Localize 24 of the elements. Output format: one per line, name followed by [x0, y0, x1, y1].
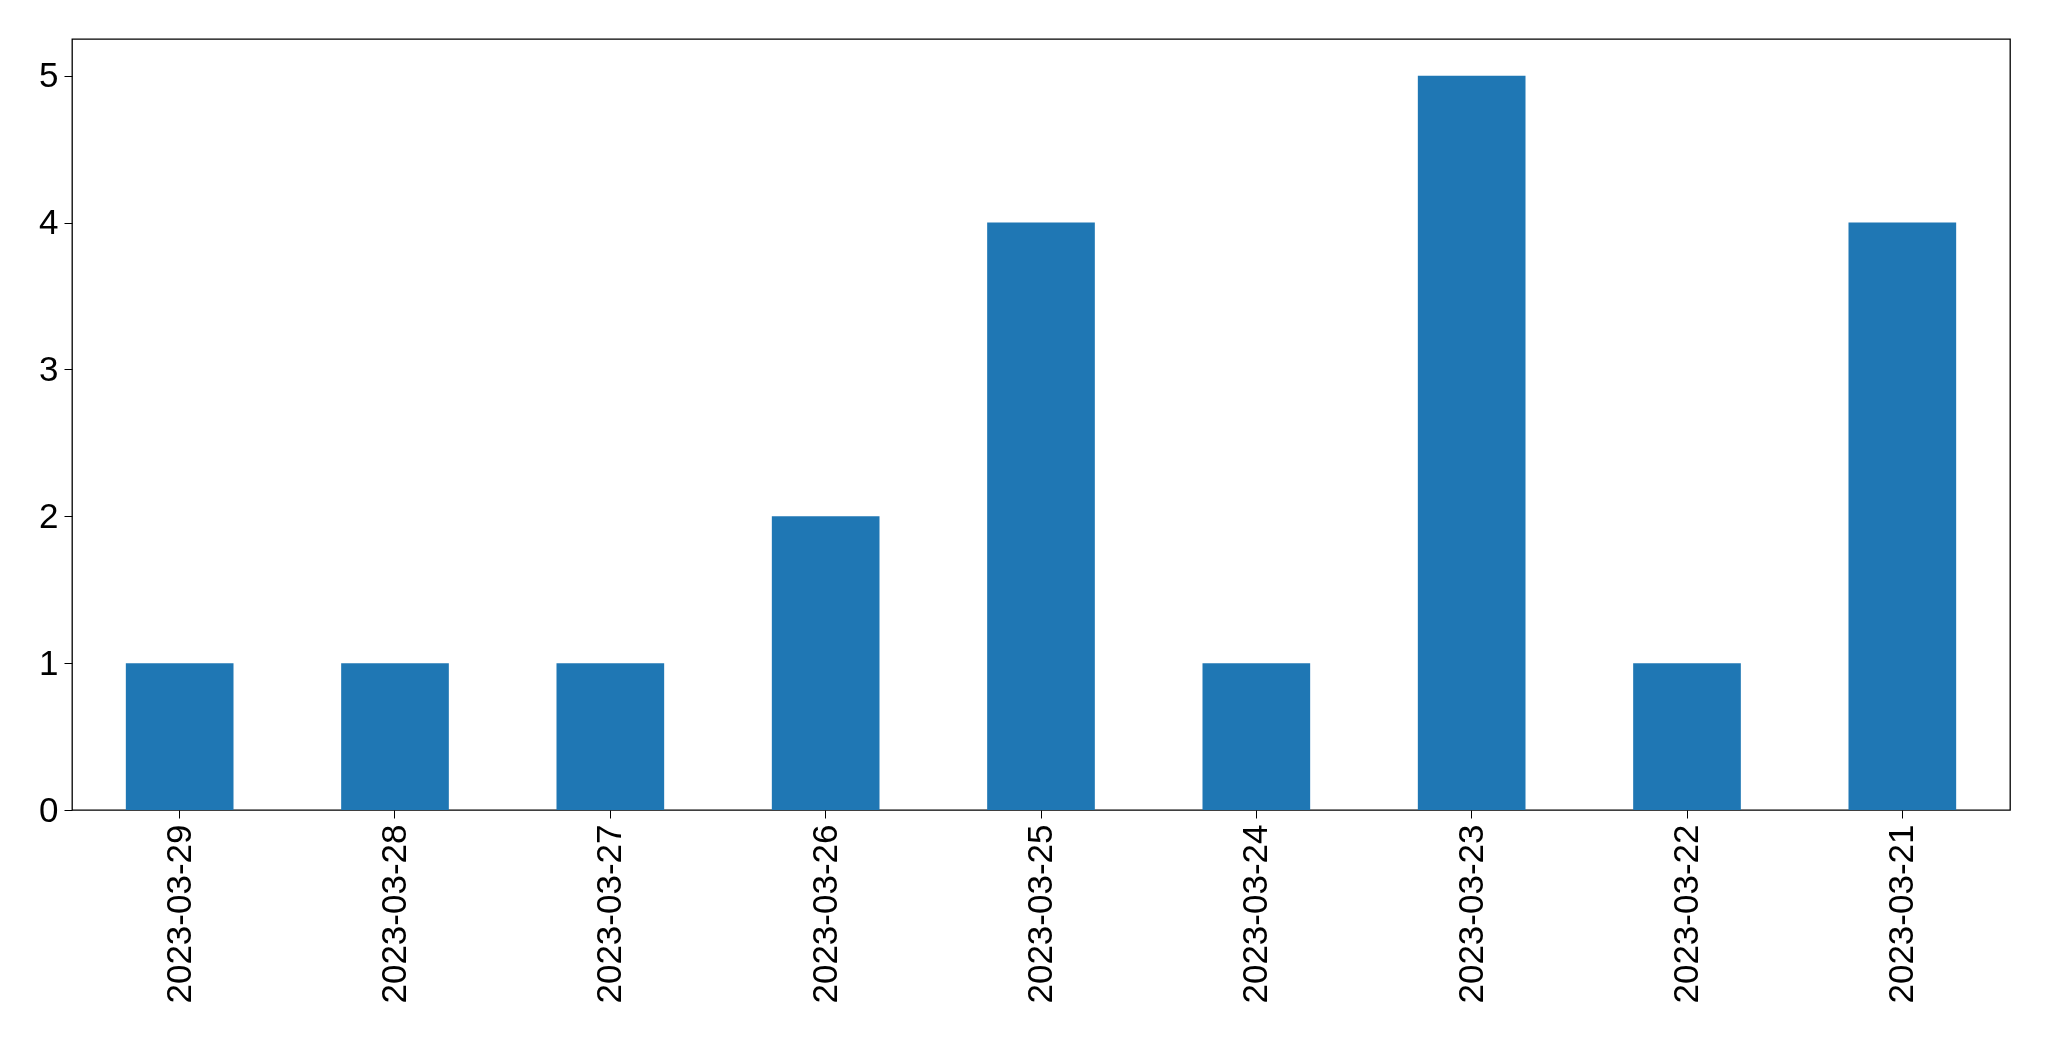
bar [556, 663, 665, 810]
x-tick-label: 2023-03-28 [374, 824, 413, 1004]
x-tick-label: 2023-03-22 [1666, 824, 1705, 1004]
y-tick-label: 0 [39, 789, 59, 829]
bar [125, 663, 234, 810]
x-tick-label: 2023-03-29 [158, 824, 198, 1004]
bar [771, 516, 880, 810]
bar [1848, 222, 1957, 810]
bar [1202, 663, 1311, 810]
y-tick-label: 1 [39, 642, 59, 682]
x-tick-label: 2023-03-23 [1450, 824, 1490, 1004]
y-tick-label: 2 [39, 495, 59, 535]
y-tick-label: 5 [39, 55, 59, 95]
y-tick-label: 4 [39, 202, 59, 242]
x-tick-label: 2023-03-27 [589, 824, 629, 1004]
x-tick-label: 2023-03-26 [804, 824, 844, 1004]
bar [341, 663, 449, 810]
y-tick-label: 3 [39, 348, 59, 388]
x-tick-label: 2023-03-21 [1881, 824, 1921, 1004]
x-tick-label: 2023-03-24 [1235, 824, 1275, 1004]
bar [1417, 75, 1526, 810]
bar [1633, 663, 1741, 810]
bar [987, 222, 1095, 810]
x-tick-label: 2023-03-25 [1020, 824, 1059, 1004]
